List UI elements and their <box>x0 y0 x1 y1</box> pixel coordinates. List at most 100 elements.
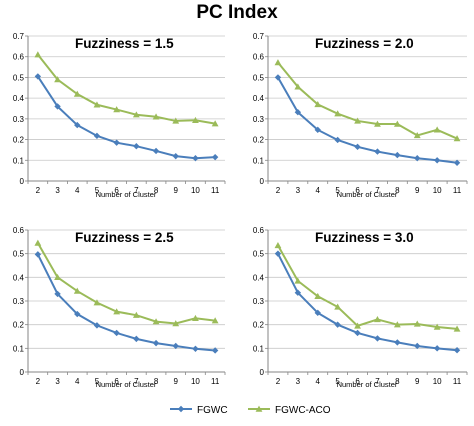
data-point-fgwc <box>414 155 421 162</box>
x-tick-label: 4 <box>75 377 80 386</box>
data-point-fgwc-aco <box>294 83 302 90</box>
data-point-fgwc <box>433 157 441 164</box>
y-tick-label: 0.4 <box>13 273 25 282</box>
y-tick-label: 0.6 <box>253 226 265 235</box>
data-point-fgwc-aco <box>334 303 342 310</box>
x-tick-label: 8 <box>395 377 400 386</box>
x-axis-label: Number of Cluster <box>96 380 157 389</box>
data-point-fgwc <box>274 250 282 257</box>
legend-label: FGWC-ACO <box>275 405 331 416</box>
data-point-fgwc-aco <box>132 111 140 118</box>
series-line-fgwc <box>36 253 216 352</box>
data-point-fgwc-aco <box>393 321 401 328</box>
y-tick-label: 0.3 <box>253 297 265 306</box>
x-tick-label: 5 <box>95 377 100 386</box>
data-point-fgwc <box>414 342 421 350</box>
series-line-fgwc <box>277 253 458 352</box>
data-point-fgwc-aco <box>314 292 322 299</box>
x-tick-label: 6 <box>114 186 119 195</box>
data-point-fgwc <box>74 310 81 318</box>
data-point-fgwc <box>374 148 381 155</box>
data-point-fgwc <box>294 109 302 116</box>
x-tick-label: 3 <box>296 186 301 195</box>
data-point-fgwc-aco <box>374 120 381 127</box>
data-point-fgwc-aco <box>113 106 121 113</box>
data-point-fgwc <box>354 143 361 151</box>
y-tick-label: 0.7 <box>253 32 265 41</box>
y-tick-label: 0.1 <box>13 344 25 353</box>
data-point-fgwc-aco <box>413 132 421 139</box>
series-line-fgwc-aco <box>36 242 216 325</box>
x-tick-label: 3 <box>55 186 60 195</box>
y-tick-label: 0.1 <box>253 156 265 165</box>
data-point-fgwc-aco <box>334 110 342 117</box>
chart-panel: 0 0.1 0.2 0.3 0.4 0.5 0.6 0.7 2 3 4 5 6 7 8 9 10 11 Number… <box>13 32 226 199</box>
y-tick-label: 0.5 <box>13 73 25 82</box>
x-axis-label: Number of Cluster <box>96 190 157 199</box>
x-tick-label: 6 <box>355 377 360 386</box>
y-tick-label: 0.4 <box>253 94 265 103</box>
x-tick-label: 9 <box>174 377 179 386</box>
data-point-fgwc <box>133 335 140 343</box>
y-tick-label: 0 <box>20 177 25 186</box>
data-point-fgwc-aco <box>314 100 322 108</box>
y-tick-label: 0 <box>260 368 265 377</box>
x-tick-label: 7 <box>134 186 139 195</box>
data-point-fgwc <box>113 139 120 146</box>
y-tick-label: 0.2 <box>253 136 265 145</box>
chart-panel: 0 0.1 0.2 0.3 0.4 0.5 0.6 2 3 4 5 6 7 8 9 10 11 Number of… <box>253 226 468 389</box>
x-tick-label: 2 <box>276 186 281 195</box>
data-point-fgwc <box>192 155 199 162</box>
data-point-fgwc <box>334 321 341 328</box>
x-tick-label: 9 <box>415 186 420 195</box>
data-point-fgwc <box>74 121 81 129</box>
data-point-fgwc-aco <box>73 287 81 294</box>
x-tick-label: 7 <box>375 377 380 386</box>
y-tick-label: 0.3 <box>253 115 265 124</box>
data-point-fgwc-aco <box>34 51 42 58</box>
y-tick-label: 0.1 <box>13 156 25 165</box>
x-tick-label: 2 <box>36 186 41 195</box>
y-tick-label: 0 <box>20 368 25 377</box>
data-point-fgwc <box>374 335 381 342</box>
x-tick-label: 11 <box>211 186 220 195</box>
data-point-fgwc <box>133 143 140 150</box>
x-tick-label: 2 <box>36 377 41 386</box>
x-axis-label: Number of Cluster <box>337 190 398 199</box>
data-point-fgwc <box>394 151 401 159</box>
data-point-fgwc-aco <box>274 59 282 66</box>
data-point-fgwc <box>314 126 321 134</box>
y-tick-label: 0.6 <box>13 53 25 62</box>
y-tick-label: 0.2 <box>13 136 25 145</box>
y-tick-label: 0.5 <box>253 73 265 82</box>
y-tick-label: 0.5 <box>13 250 25 259</box>
x-tick-label: 7 <box>375 186 380 195</box>
data-point-fgwc <box>34 73 42 80</box>
data-point-fgwc-aco <box>34 239 42 246</box>
legend: FGWC FGWC-ACO <box>170 405 331 416</box>
data-point-fgwc-aco <box>152 113 160 120</box>
x-tick-label: 5 <box>335 377 340 386</box>
data-point-fgwc <box>453 347 461 354</box>
legend-marker <box>255 405 263 412</box>
series-line-fgwc-aco <box>277 61 458 140</box>
series-line-fgwc <box>37 75 216 160</box>
panel-title: Fuzziness = 3.0 <box>315 230 414 245</box>
chart-panel: 0 0.1 0.2 0.3 0.4 0.5 0.6 2 3 4 5 6 7 8 9 10 11 Number of… <box>13 226 226 389</box>
x-tick-label: 4 <box>316 377 321 386</box>
legend-marker <box>177 405 185 413</box>
x-tick-label: 5 <box>95 186 100 195</box>
y-tick-label: 0.1 <box>253 344 265 353</box>
data-point-fgwc <box>113 329 120 337</box>
data-point-fgwc-aco <box>113 308 121 315</box>
x-tick-label: 3 <box>296 377 301 386</box>
data-point-fgwc <box>93 322 101 329</box>
data-point-fgwc <box>354 329 361 337</box>
x-tick-label: 9 <box>174 186 179 195</box>
x-tick-label: 8 <box>154 186 159 195</box>
data-point-fgwc <box>34 251 42 258</box>
data-point-fgwc <box>274 74 282 81</box>
x-tick-label: 10 <box>191 377 200 386</box>
data-point-fgwc-aco <box>413 320 421 327</box>
data-point-fgwc <box>152 339 160 347</box>
